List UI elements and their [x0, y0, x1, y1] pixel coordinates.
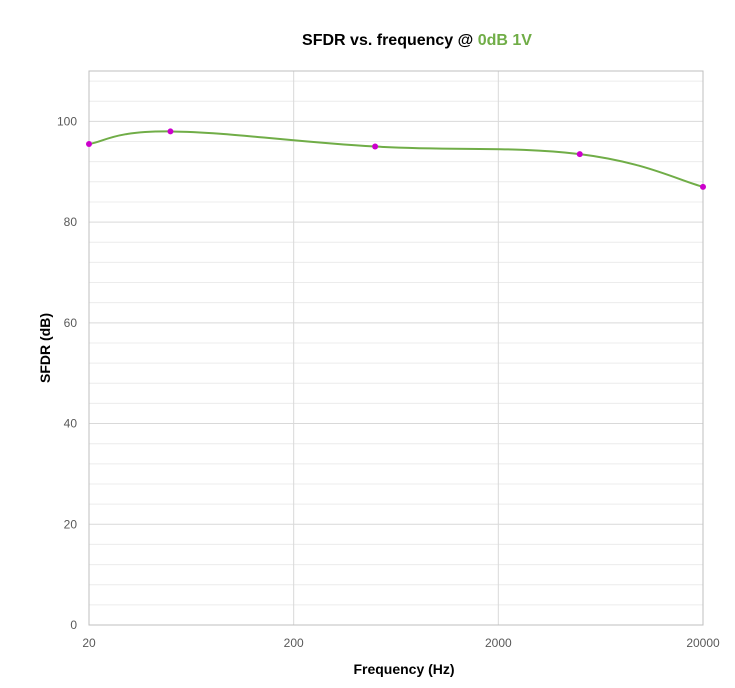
y-tick-label: 0: [70, 618, 77, 632]
x-axis-tick-labels: 20 200 2000 20000: [82, 636, 720, 650]
x-tick-label: 200: [284, 636, 304, 650]
data-point: [86, 141, 92, 148]
x-tick-label: 20: [82, 636, 96, 650]
plot-area-border: [88, 70, 704, 626]
chart-title-highlight: 0dB 1V: [478, 32, 533, 49]
chart-title: SFDR vs. frequency @ 0dB 1V: [302, 32, 532, 49]
major-gridlines: [89, 71, 703, 625]
y-tick-label: 80: [64, 215, 78, 229]
y-tick-label: 20: [64, 517, 78, 531]
y-tick-label: 60: [64, 316, 78, 330]
x-tick-label: 2000: [485, 636, 512, 650]
data-point: [700, 183, 706, 190]
data-point: [576, 151, 583, 158]
y-tick-label: 40: [64, 417, 78, 431]
x-axis-label: Frequency (Hz): [353, 661, 454, 677]
y-axis-tick-labels: 0 20 40 60 80 100: [57, 114, 77, 632]
y-tick-label: 100: [57, 114, 77, 128]
series-line: [88, 130, 704, 188]
minor-gridlines: [89, 80, 703, 606]
data-point: [372, 143, 379, 150]
series-layer: [86, 128, 706, 190]
y-axis-label: SFDR (dB): [37, 313, 53, 383]
chart-title-prefix: SFDR vs. frequency @: [302, 32, 478, 49]
x-tick-label: 20000: [686, 636, 720, 650]
data-point: [167, 128, 174, 135]
